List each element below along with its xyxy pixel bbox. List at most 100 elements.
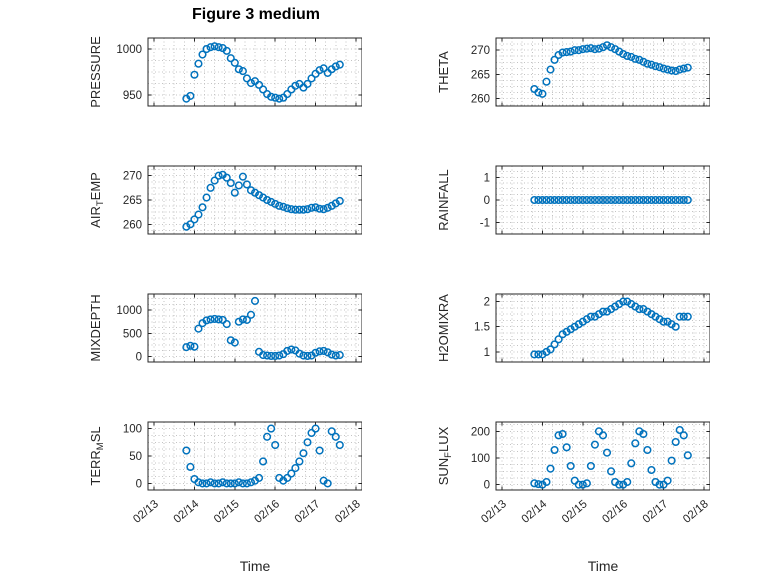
data-point — [586, 461, 595, 471]
subplot-air-temp: 260 265 270 AIRTEMP — [20, 158, 363, 291]
data-point — [331, 199, 340, 208]
data-point — [323, 348, 332, 357]
y-tick-label: 270 — [471, 45, 490, 57]
subplot-terr-msl: 0 50 100 TERRMSL 02/13 02/14 02/15 02/16 02/17 02… — [20, 414, 363, 588]
y-tick-label: 1000 — [116, 305, 142, 317]
data-point — [590, 45, 599, 54]
data-point — [246, 310, 256, 319]
x-tick-label: 02/15 — [560, 498, 590, 526]
data-point — [287, 205, 296, 214]
data-point — [623, 195, 632, 205]
y-tick-label: 265 — [471, 69, 490, 81]
data-point — [594, 195, 604, 205]
data-point — [602, 448, 612, 457]
data-point — [623, 477, 632, 487]
data-point — [250, 296, 260, 305]
data-point — [667, 456, 676, 465]
mixdepth-plot: 0 500 1000 MIXDEPTH — [88, 293, 363, 363]
y-tick-label: 2 — [484, 297, 490, 309]
data-point — [315, 66, 324, 75]
data-point — [578, 45, 587, 54]
data-point — [602, 41, 612, 50]
data-point — [287, 345, 296, 354]
data-point — [550, 55, 559, 64]
data-point — [534, 480, 543, 489]
x-tick-label: 02/18 — [333, 498, 362, 526]
tick-marks — [148, 294, 362, 362]
data-point — [194, 478, 203, 487]
data-point — [663, 195, 672, 205]
x-tick-label: 02/14 — [172, 498, 202, 526]
data-point — [602, 195, 612, 205]
x-axis-label-time: Time — [587, 558, 619, 574]
data-point — [291, 81, 300, 90]
data-point — [182, 446, 191, 455]
data-point — [582, 44, 591, 53]
y-axis-label: TERRMSL — [88, 426, 106, 485]
subplot-theta: 260 265 270 THETA — [368, 30, 711, 163]
data-point — [598, 195, 608, 205]
data-point — [607, 43, 616, 52]
data-point — [667, 195, 676, 205]
data-point — [254, 80, 264, 89]
data-point — [271, 93, 280, 102]
data-point — [542, 195, 551, 205]
data-point — [611, 195, 620, 205]
data-point — [242, 479, 251, 488]
data-point — [254, 191, 264, 200]
data-point — [607, 467, 616, 476]
y-axis-label: SUNFLUX — [436, 426, 454, 485]
data-point — [331, 432, 340, 441]
data-point — [190, 342, 199, 351]
h2omixra-plot: 1 1.5 2 H2OMIXRA — [436, 293, 711, 363]
data-point — [194, 59, 203, 68]
data-point — [283, 204, 292, 213]
data-point — [679, 64, 688, 73]
data-point — [627, 52, 636, 61]
y-axis-label: RAINFALL — [436, 169, 451, 230]
data-point — [186, 462, 195, 472]
data-point — [335, 440, 344, 450]
data-point — [542, 477, 551, 487]
data-point — [202, 44, 211, 54]
data-point — [238, 479, 247, 488]
data-point — [226, 54, 235, 63]
data-point — [275, 201, 284, 210]
y-tick-label: -1 — [480, 218, 490, 230]
data-point — [194, 210, 203, 219]
data-point — [246, 478, 256, 487]
y-axis-label: THETA — [436, 51, 451, 93]
data-point — [323, 203, 332, 212]
data-point — [198, 203, 207, 212]
data-point — [538, 195, 547, 205]
data-point — [210, 42, 219, 51]
data-point — [534, 350, 543, 359]
data-point — [230, 479, 239, 488]
data-point — [550, 340, 559, 349]
data-point — [667, 66, 676, 75]
data-point — [647, 195, 656, 205]
x-tick-label: 02/13 — [131, 498, 161, 526]
data-point — [303, 205, 312, 214]
data-point — [182, 343, 191, 352]
data-point — [530, 350, 539, 359]
data-point — [679, 312, 688, 321]
data-point — [558, 429, 567, 439]
data-point — [655, 195, 664, 205]
data-point — [335, 196, 344, 206]
data-point — [327, 201, 336, 210]
data-point — [631, 54, 640, 63]
data-point — [230, 58, 239, 67]
data-point — [679, 195, 688, 205]
data-point — [230, 338, 239, 347]
data-point — [267, 351, 276, 361]
y-axis-label: MIXDEPTH — [88, 294, 103, 361]
data-point — [683, 63, 692, 72]
data-point — [315, 446, 324, 455]
data-point — [319, 205, 328, 214]
data-point — [570, 46, 579, 55]
data-point — [615, 195, 624, 205]
data-point — [619, 49, 628, 59]
data-point — [331, 62, 340, 71]
x-tick-label: 02/18 — [681, 498, 710, 526]
